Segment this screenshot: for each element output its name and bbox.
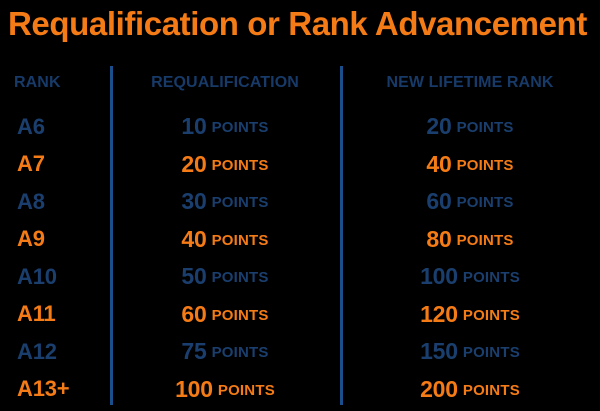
- rank-label: A9: [17, 226, 45, 252]
- table-row: 150 POINTS: [340, 333, 600, 371]
- rank-label: A13+: [17, 376, 70, 402]
- points-unit-label: POINTS: [456, 119, 514, 137]
- column-header-rank: RANK: [14, 74, 61, 91]
- table-row: A10: [0, 258, 110, 296]
- points-unit-label: POINTS: [462, 344, 520, 362]
- new-lifetime-rank-points-value: 60: [426, 188, 452, 215]
- points-unit-label: POINTS: [456, 194, 514, 212]
- points-unit-label: POINTS: [462, 269, 520, 287]
- new-lifetime-rank-points-value: 20: [426, 113, 452, 140]
- table-row: 200 POINTS: [340, 371, 600, 409]
- rank-label: A6: [17, 113, 45, 139]
- table-row: A9: [0, 221, 110, 259]
- requalification-points-value: 40: [181, 225, 207, 252]
- points-unit-label: POINTS: [211, 344, 269, 362]
- points-unit-label: POINTS: [211, 306, 269, 324]
- table-row: 60 POINTS: [340, 183, 600, 221]
- points-unit-label: POINTS: [217, 381, 275, 399]
- rank-label: A11: [17, 301, 56, 327]
- requalification-points-value: 30: [181, 188, 207, 215]
- rank-label: A7: [17, 151, 45, 177]
- requalification-points-value: 75: [181, 338, 207, 365]
- table-row: 120 POINTS: [340, 296, 600, 334]
- points-unit-label: POINTS: [211, 269, 269, 287]
- table-row: 40 POINTS: [110, 221, 340, 259]
- table-row: 100 POINTS: [110, 371, 340, 409]
- table-row: 20 POINTS: [340, 108, 600, 146]
- table-row: 60 POINTS: [110, 296, 340, 334]
- column-divider-2: [340, 66, 343, 405]
- points-unit-label: POINTS: [211, 194, 269, 212]
- points-unit-label: POINTS: [211, 156, 269, 174]
- new-lifetime-rank-points-value: 100: [420, 263, 458, 290]
- rank-label: A8: [17, 188, 45, 214]
- requalification-points-value: 20: [181, 150, 207, 177]
- table-row: 50 POINTS: [110, 258, 340, 296]
- column-header-new-lifetime-rank: NEW LIFETIME RANK: [386, 74, 554, 91]
- requalification-points-value: 100: [175, 375, 213, 402]
- points-unit-label: POINTS: [462, 381, 520, 399]
- new-lifetime-rank-points-value: 200: [420, 375, 458, 402]
- points-unit-label: POINTS: [211, 119, 269, 137]
- table-row: A7: [0, 146, 110, 184]
- points-unit-label: POINTS: [456, 231, 514, 249]
- requalification-points-value: 60: [181, 300, 207, 327]
- table-row: A11: [0, 296, 110, 334]
- table-row: 40 POINTS: [340, 146, 600, 184]
- requalification-points-value: 50: [181, 263, 207, 290]
- column-divider-1: [110, 66, 113, 405]
- rank-label: A12: [17, 338, 57, 364]
- rank-table: RANK REQUALIFICATION NEW LIFETIME RANK A…: [0, 58, 600, 408]
- new-lifetime-rank-points-value: 40: [426, 150, 452, 177]
- table-row: A6: [0, 108, 110, 146]
- table-row: 30 POINTS: [110, 183, 340, 221]
- new-lifetime-rank-points-value: 80: [426, 225, 452, 252]
- page-title: Requalification or Rank Advancement: [8, 5, 587, 42]
- new-lifetime-rank-points-value: 150: [420, 338, 458, 365]
- table-row: 100 POINTS: [340, 258, 600, 296]
- table-row: A12: [0, 333, 110, 371]
- table-row: 75 POINTS: [110, 333, 340, 371]
- rank-label: A10: [17, 263, 57, 289]
- table-row: 80 POINTS: [340, 221, 600, 259]
- column-header-requalification: REQUALIFICATION: [151, 74, 299, 91]
- points-unit-label: POINTS: [462, 306, 520, 324]
- new-lifetime-rank-points-value: 120: [420, 300, 458, 327]
- table-row: 20 POINTS: [110, 146, 340, 184]
- requalification-points-value: 10: [181, 113, 207, 140]
- table-row: A8: [0, 183, 110, 221]
- points-unit-label: POINTS: [456, 156, 514, 174]
- points-unit-label: POINTS: [211, 231, 269, 249]
- table-row: A13+: [0, 371, 110, 409]
- table-row: 10 POINTS: [110, 108, 340, 146]
